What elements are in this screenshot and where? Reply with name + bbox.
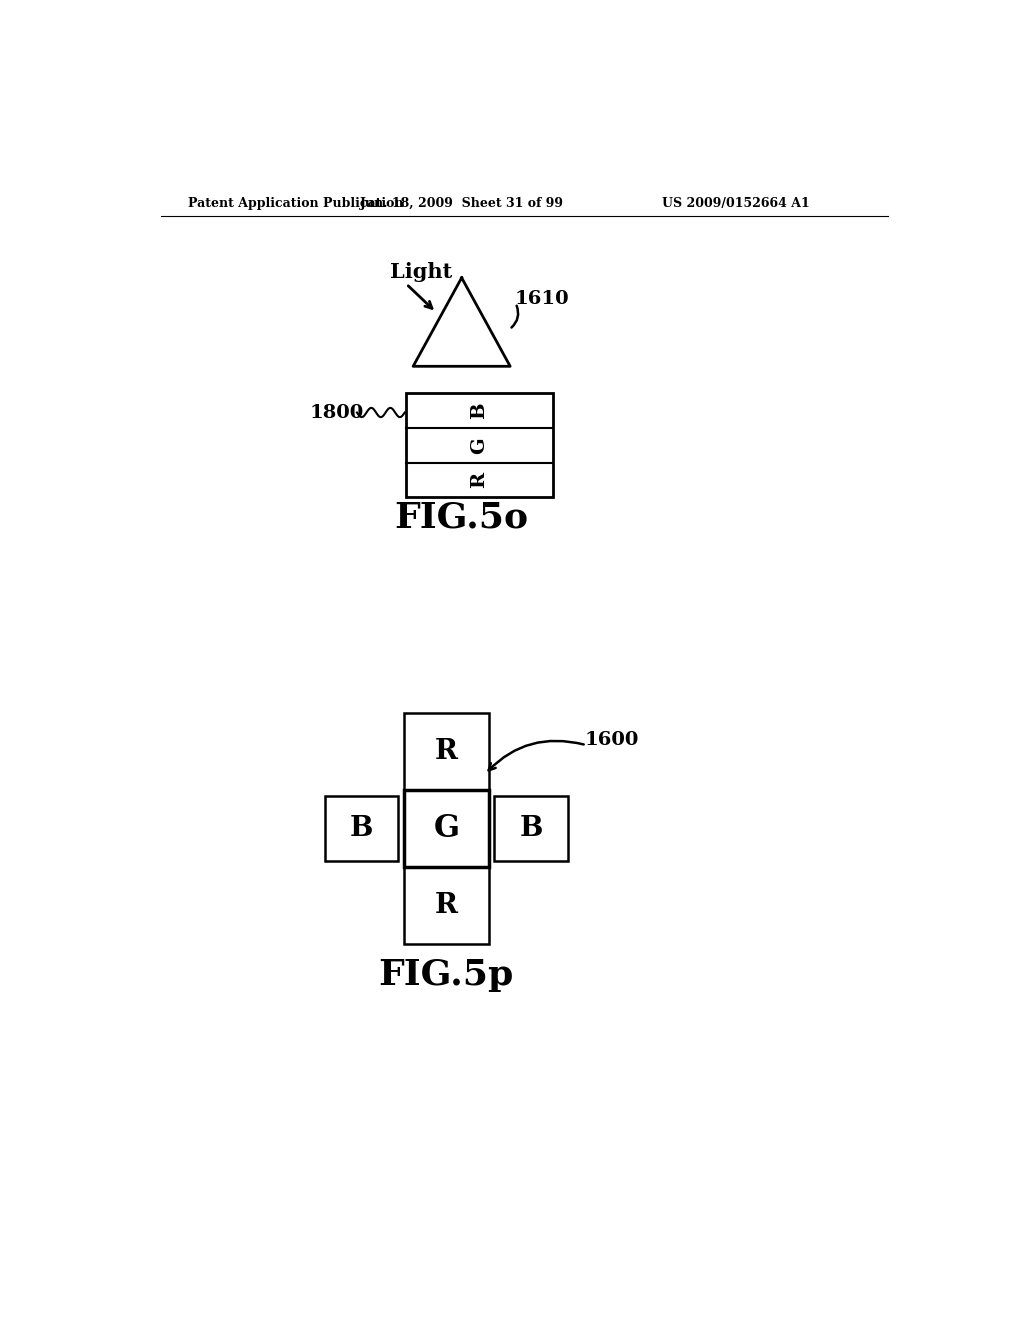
Text: G: G bbox=[470, 437, 488, 454]
Bar bbox=[403, 867, 488, 944]
Text: B: B bbox=[470, 403, 488, 418]
Text: 1800: 1800 bbox=[309, 404, 364, 421]
Bar bbox=[403, 789, 488, 867]
Text: US 2009/0152664 A1: US 2009/0152664 A1 bbox=[662, 197, 810, 210]
Text: G: G bbox=[433, 813, 459, 843]
Bar bbox=[407, 393, 553, 498]
Text: R: R bbox=[435, 892, 458, 919]
Text: 1600: 1600 bbox=[585, 731, 639, 748]
Text: 1610: 1610 bbox=[515, 289, 569, 308]
Text: Light: Light bbox=[390, 261, 453, 281]
Bar bbox=[403, 713, 488, 789]
Text: FIG.5p: FIG.5p bbox=[379, 957, 514, 991]
Text: B: B bbox=[519, 814, 543, 842]
Text: Jun. 18, 2009  Sheet 31 of 99: Jun. 18, 2009 Sheet 31 of 99 bbox=[359, 197, 563, 210]
Text: FIG.5o: FIG.5o bbox=[394, 502, 528, 535]
Text: R: R bbox=[435, 738, 458, 764]
Text: Patent Application Publication: Patent Application Publication bbox=[188, 197, 403, 210]
Bar bbox=[495, 796, 567, 861]
Text: R: R bbox=[470, 471, 488, 488]
Text: B: B bbox=[350, 814, 373, 842]
Bar bbox=[325, 796, 398, 861]
